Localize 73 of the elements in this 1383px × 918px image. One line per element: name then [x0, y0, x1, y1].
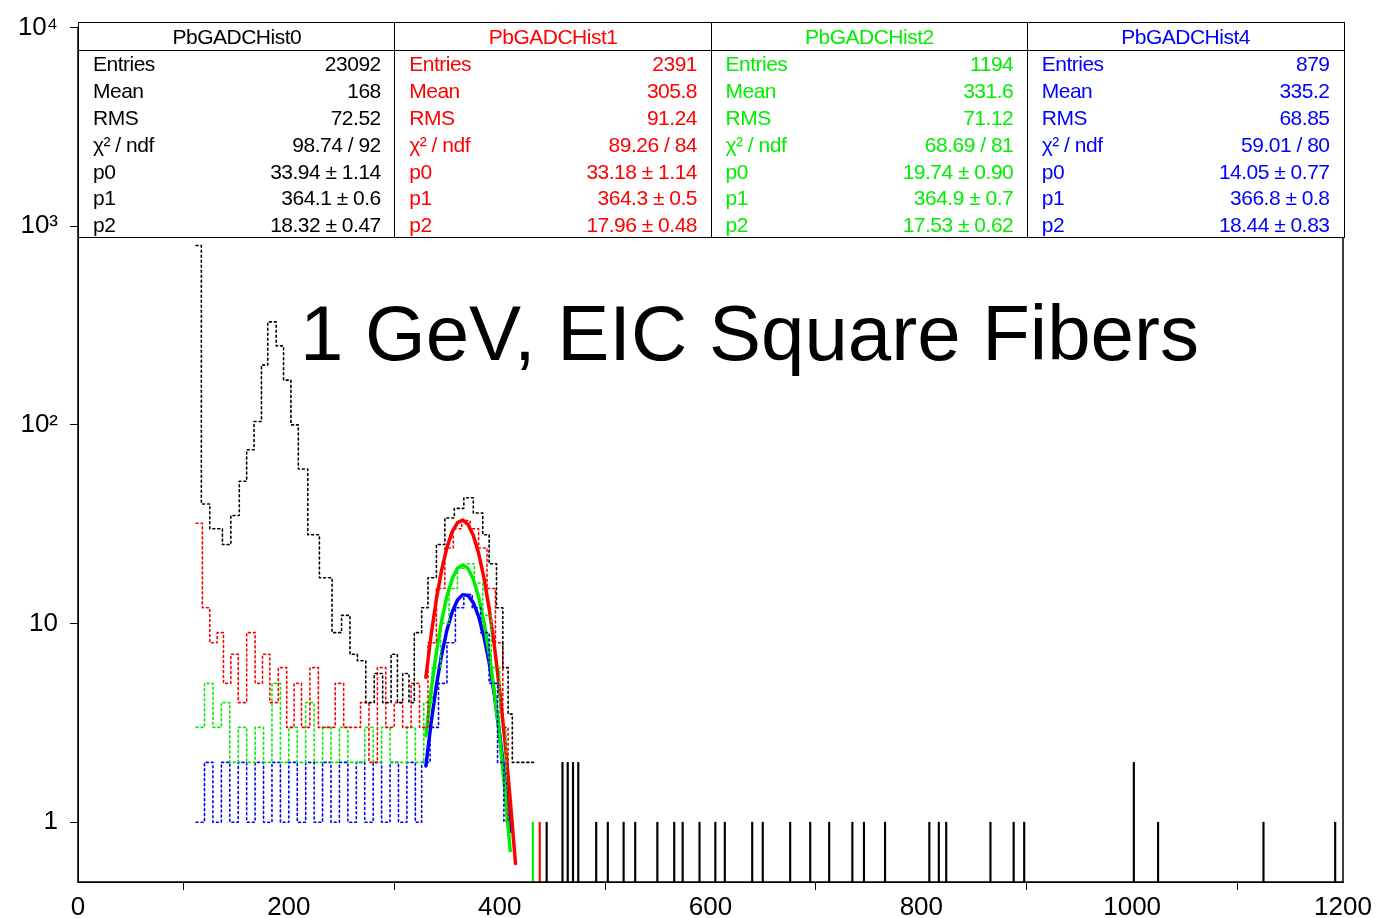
- annotation: 68.69 / 81: [924, 131, 1014, 158]
- y-tick-label: 10³: [20, 209, 59, 240]
- annotation: 1194: [970, 51, 1014, 77]
- annotation: 168: [347, 77, 381, 104]
- annotation: RMS: [1041, 104, 1087, 131]
- annotation: 72.52: [330, 104, 381, 131]
- annotation: 335.2: [1279, 77, 1330, 104]
- annotation: 68.85: [1279, 104, 1330, 131]
- y-tick-label: 1: [43, 805, 58, 836]
- annotation: Mean: [725, 77, 777, 104]
- annotation: 366.8 ± 0.8: [1230, 185, 1330, 212]
- annotation: 331.6: [963, 77, 1014, 104]
- x-tick-label: 600: [688, 890, 733, 918]
- annotation: 89.26 / 84: [608, 131, 697, 158]
- annotation: p1: [93, 185, 116, 212]
- annotation: 2391: [652, 51, 697, 77]
- annotation: 19.74 ± 0.90: [902, 158, 1014, 185]
- annotation: 879: [1295, 51, 1330, 77]
- annotation: RMS: [409, 104, 455, 131]
- annotation: 33.94 ± 1.14: [270, 158, 381, 185]
- annotation: χ² / ndf: [409, 131, 470, 158]
- annotation: 364.1 ± 0.6: [281, 185, 381, 212]
- annotation: Entries: [93, 51, 155, 77]
- annotation: χ² / ndf: [93, 131, 154, 158]
- annotation: 98.74 / 92: [292, 131, 381, 158]
- annotation: 59.01 / 80: [1241, 131, 1330, 158]
- annotation: 17.53 ± 0.62: [902, 212, 1014, 239]
- y-tick-label: 10: [29, 606, 58, 637]
- annotation: p2: [1041, 212, 1065, 239]
- text: PbGADCHist0: [79, 23, 395, 51]
- annotation: RMS: [93, 104, 139, 131]
- annotation: 91.24: [646, 104, 697, 131]
- annotation: RMS: [725, 104, 771, 131]
- annotation: χ² / ndf: [1041, 131, 1103, 158]
- annotation: p1: [725, 185, 748, 212]
- text: PbGADCHist2: [711, 23, 1028, 51]
- text: 1 GeV, EIC Square Fibers: [300, 288, 1199, 379]
- x-tick-label: 200: [267, 890, 311, 918]
- x-tick-label: 800: [899, 890, 944, 918]
- annotation: p0: [1041, 158, 1065, 185]
- annotation: Mean: [409, 77, 460, 104]
- annotation: 305.8: [646, 77, 697, 104]
- annotation: Entries: [725, 51, 788, 77]
- annotation: Entries: [1041, 51, 1104, 77]
- annotation: 17.96 ± 0.48: [586, 212, 697, 239]
- annotation: p0: [409, 158, 432, 185]
- annotation: p2: [409, 212, 432, 239]
- annotation: χ² / ndf: [725, 131, 787, 158]
- annotation: p1: [409, 185, 432, 212]
- text: PbGADCHist1: [395, 23, 711, 51]
- text: PbGADCHist4: [1027, 23, 1344, 51]
- annotation: 364.9 ± 0.7: [913, 185, 1014, 212]
- annotation: p1: [1041, 185, 1065, 212]
- y-tick-label: 10⁴: [17, 10, 58, 41]
- annotation: p0: [725, 158, 748, 185]
- x-tick-label: 400: [477, 890, 522, 918]
- x-tick-label: 1200: [1314, 890, 1372, 918]
- annotation: Mean: [1041, 77, 1093, 104]
- annotation: 18.32 ± 0.47: [270, 212, 381, 239]
- annotation: Entries: [409, 51, 472, 77]
- annotation: 23092: [324, 51, 381, 77]
- annotation: p2: [93, 212, 116, 239]
- annotation: 14.05 ± 0.77: [1218, 158, 1330, 185]
- annotation: 71.12: [963, 104, 1014, 131]
- y-tick-label: 10²: [20, 408, 59, 439]
- annotation: Mean: [93, 77, 144, 104]
- annotation: 364.3 ± 0.5: [597, 185, 697, 212]
- x-tick-label: 0: [70, 890, 86, 918]
- annotation: p0: [93, 158, 116, 185]
- annotation: 33.18 ± 1.14: [586, 158, 697, 185]
- x-tick-label: 1000: [1103, 890, 1162, 918]
- annotation: p2: [725, 212, 748, 239]
- annotation: 18.44 ± 0.83: [1218, 212, 1330, 239]
